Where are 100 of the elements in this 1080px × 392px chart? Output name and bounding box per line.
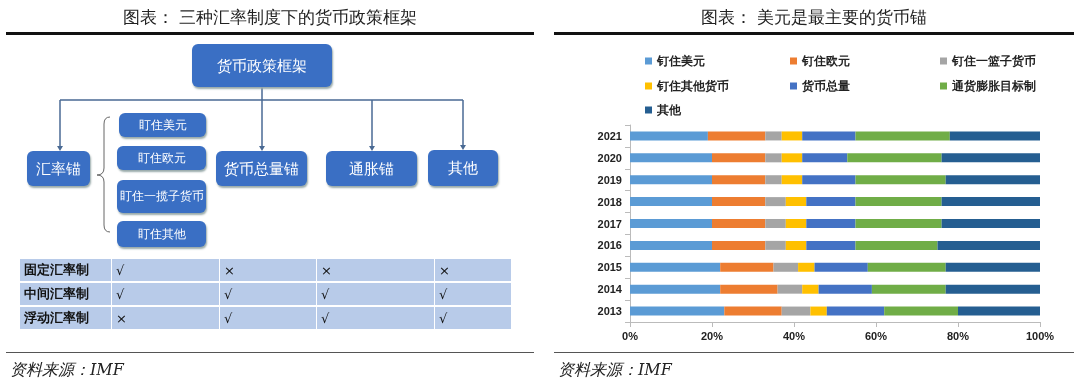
- bar: [847, 153, 942, 163]
- y-tick-label: 2015: [597, 261, 622, 274]
- bar: [707, 131, 766, 141]
- bar: [630, 197, 712, 207]
- bar: [773, 262, 799, 272]
- text: 货币总量锚: [216, 151, 307, 186]
- bar: [871, 284, 946, 294]
- bar: [712, 240, 766, 250]
- bar: [945, 175, 1040, 185]
- bar: [806, 197, 856, 207]
- bar: [765, 219, 786, 228]
- bar: [720, 262, 774, 272]
- bar: [945, 284, 1040, 294]
- text: √: [220, 283, 316, 305]
- text: √: [112, 283, 219, 305]
- x-tick-label: 0%: [622, 329, 639, 342]
- text: 浮动汇率制: [20, 307, 111, 329]
- text: 固定汇率制: [20, 259, 111, 281]
- bar: [945, 262, 1040, 272]
- y-tick-label: 2017: [597, 217, 622, 230]
- y-tick-label: 2014: [597, 283, 623, 296]
- bar: [781, 131, 803, 141]
- legend-label: 钉住一篮子货币: [951, 54, 1036, 68]
- text: √: [112, 259, 219, 281]
- bar: [802, 153, 848, 163]
- bar: [941, 219, 1040, 228]
- bar: [765, 240, 786, 250]
- bar: [777, 284, 803, 294]
- text: 图表： 三种汇率制度下的货币政策框架: [121, 6, 419, 29]
- bar: [630, 175, 712, 185]
- bar: [855, 240, 938, 250]
- bar: [802, 175, 856, 185]
- x-tick-label: 80%: [946, 329, 970, 342]
- text: 其他: [428, 150, 498, 186]
- bar: [781, 175, 803, 185]
- bar: [810, 306, 827, 316]
- bar: [630, 284, 721, 294]
- bar: [941, 197, 1040, 207]
- text: 中间汇率制: [20, 283, 111, 305]
- bar: [949, 131, 1040, 141]
- bar: [802, 131, 856, 141]
- bar: [818, 284, 872, 294]
- legend-label: 其他: [656, 103, 682, 117]
- y-tick-label: 2018: [597, 195, 622, 208]
- y-tick-label: 2016: [597, 239, 622, 252]
- bar: [765, 153, 782, 163]
- text: 盯住其他: [117, 221, 206, 247]
- bar: [855, 197, 942, 207]
- bar: [884, 306, 958, 316]
- bar: [630, 262, 721, 272]
- y-tick-label: 2021: [597, 129, 622, 142]
- text: ×: [220, 259, 316, 281]
- text: √: [220, 307, 316, 329]
- bar: [958, 306, 1040, 316]
- bar: [806, 219, 856, 228]
- x-tick-label: 40%: [782, 329, 806, 342]
- bar: [630, 153, 712, 163]
- text: √: [435, 283, 511, 305]
- bar: [806, 240, 856, 250]
- text: ×: [317, 259, 434, 281]
- y-tick-label: 2013: [597, 305, 622, 318]
- bar: [937, 240, 1040, 250]
- text: 汇率锚: [27, 151, 90, 186]
- legend-label: 钉住其他货币: [656, 79, 729, 93]
- bar: [712, 219, 766, 228]
- bar: [785, 219, 807, 228]
- bar: [785, 197, 807, 207]
- text: 资料来源：IMF: [558, 360, 672, 381]
- legend-label: 货币总量: [801, 79, 850, 93]
- bar: [855, 219, 942, 228]
- legend-label: 钉住美元: [656, 54, 705, 68]
- bar: [855, 175, 946, 185]
- bar: [781, 153, 803, 163]
- bar: [941, 153, 1040, 163]
- bar: [720, 284, 778, 294]
- y-tick-label: 2019: [597, 173, 622, 186]
- x-tick-label: 20%: [700, 329, 724, 342]
- y-tick-label: 2020: [597, 151, 622, 164]
- bar: [802, 284, 819, 294]
- text: 盯住欧元: [117, 146, 206, 170]
- legend-label: 通货膨胀目标制: [951, 79, 1036, 93]
- x-tick-label: 100%: [1025, 329, 1055, 342]
- bar: [630, 131, 708, 141]
- bar: [867, 262, 946, 272]
- bar: [630, 240, 712, 250]
- bar: [855, 131, 950, 141]
- bar: [765, 175, 782, 185]
- text: √: [317, 283, 434, 305]
- text: √: [435, 307, 511, 329]
- bar: [712, 197, 766, 207]
- text: 盯住一揽子货币: [117, 180, 206, 213]
- bar: [826, 306, 885, 316]
- chart-title: 图表： 美元是最主要的货币锚: [699, 6, 929, 29]
- bar: [785, 240, 807, 250]
- text: 资料来源：IMF: [10, 360, 124, 381]
- bar: [724, 306, 782, 316]
- bar: [765, 197, 786, 207]
- bar: [630, 306, 725, 316]
- bar: [712, 153, 766, 163]
- text: ×: [435, 259, 511, 281]
